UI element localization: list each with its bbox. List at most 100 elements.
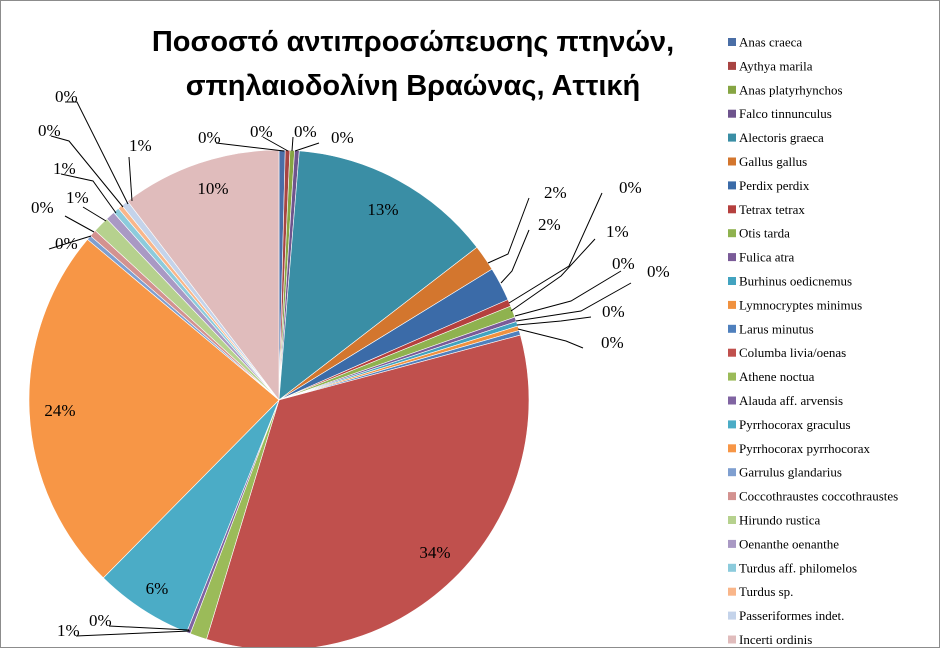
- leader-lines: [48, 101, 632, 637]
- legend-label: Columba livia/oenas: [739, 345, 846, 360]
- slice-data-label: 1%: [606, 222, 629, 241]
- leader-line: [515, 282, 632, 322]
- legend-swatch: [728, 635, 736, 644]
- leader-line: [215, 142, 285, 152]
- legend-label: Garrulus glandarius: [739, 465, 842, 480]
- legend-swatch: [728, 587, 736, 596]
- leader-line: [294, 142, 320, 152]
- leader-line: [108, 625, 190, 631]
- pie-slice: [278, 150, 478, 401]
- pie-slice: [28, 238, 280, 579]
- leader-line: [75, 630, 191, 637]
- legend-label: Alauda aff. arvensis: [739, 393, 843, 408]
- pie-slice: [127, 149, 280, 401]
- leader-line: [82, 206, 107, 222]
- legend-label: Burhinus oedicnemus: [739, 274, 852, 289]
- legend-swatch: [728, 516, 736, 524]
- legend-swatch: [728, 277, 736, 285]
- legend-label: Pyrrhocorax pyrrhocorax: [739, 441, 871, 456]
- legend-swatch: [728, 324, 736, 333]
- legend-swatch: [728, 300, 736, 309]
- legend-label: Oenanthe oenanthe: [739, 536, 839, 551]
- legend-swatch: [728, 38, 736, 46]
- leader-line: [64, 215, 95, 233]
- leader-line: [291, 136, 294, 152]
- leader-line: [510, 238, 596, 312]
- legend-swatch: [728, 181, 736, 190]
- slice-data-label: 24%: [44, 401, 75, 420]
- slice-data-label: 0%: [602, 302, 625, 321]
- slice-data-label: 34%: [419, 543, 450, 562]
- legend-label: Lymnocryptes minimus: [739, 297, 862, 312]
- legend-label: Alectoris graeca: [739, 130, 824, 145]
- slice-data-label: 2%: [538, 215, 561, 234]
- slice-data-label: 0%: [31, 198, 54, 217]
- slice-data-label: 1%: [66, 188, 89, 207]
- leader-line: [517, 328, 584, 349]
- legend-label: Perdix perdix: [739, 178, 810, 193]
- legend-label: Pyrrhocorax graculus: [739, 417, 851, 432]
- slice-data-label: 0%: [55, 234, 78, 253]
- legend-swatch: [728, 109, 736, 118]
- legend-swatch: [728, 85, 736, 94]
- leader-line: [50, 135, 124, 208]
- slice-data-label: 0%: [612, 254, 635, 273]
- slice-data-label: 1%: [129, 136, 152, 155]
- legend-label: Falco tinnunculus: [739, 106, 832, 121]
- legend-label: Otis tarda: [739, 226, 790, 241]
- leader-line: [128, 156, 133, 202]
- legend-label: Tetrax tetrax: [739, 202, 805, 217]
- leader-line: [500, 229, 530, 284]
- legend-swatch: [728, 133, 736, 142]
- slice-data-label: 1%: [53, 159, 76, 178]
- legend-label: Turdus aff. philomelos: [739, 560, 857, 575]
- legend-label: Passeriformes indet.: [739, 608, 844, 623]
- legend-swatch: [728, 348, 736, 357]
- leader-line: [514, 270, 622, 317]
- legend-swatch: [728, 157, 736, 166]
- chart-title-line-2: σπηλαιοδολίνη Βραώνας, Αττική: [186, 70, 641, 102]
- legend-label: Fulica atra: [739, 250, 794, 265]
- legend-swatch: [728, 205, 736, 214]
- leader-line: [65, 101, 129, 205]
- slice-data-label: 0%: [55, 87, 78, 106]
- slice-data-label: 10%: [197, 179, 228, 198]
- slice-labels: 0% 0% 0% 0%13%2%2%0%1%0% 0%0%0%34%1%0%6%24%0…: [31, 87, 670, 640]
- leader-line: [60, 173, 117, 214]
- pie-slices: [28, 149, 530, 647]
- slice-data-label: 0%: [647, 262, 670, 281]
- slice-data-label: 13%: [367, 200, 398, 219]
- legend-swatch: [728, 420, 736, 429]
- legend-swatch: [728, 253, 736, 262]
- legend-swatch: [728, 468, 736, 477]
- legend-swatch: [728, 539, 736, 548]
- legend-label: Gallus gallus: [739, 154, 807, 169]
- leader-line: [487, 197, 530, 264]
- legend-label: Turdus sp.: [739, 584, 793, 599]
- slice-data-label: 0%: [89, 611, 112, 630]
- legend-swatch: [728, 61, 736, 70]
- slice-data-label: 0%: [331, 128, 354, 147]
- legend-swatch: [728, 492, 736, 501]
- slice-data-label: 0%: [601, 333, 624, 352]
- leader-line: [508, 192, 603, 304]
- legend-label: Anas craeca: [739, 35, 802, 50]
- legend-swatch: [728, 611, 736, 620]
- leader-line: [262, 136, 289, 152]
- leader-line: [516, 316, 592, 326]
- legend-label: Larus minutus: [739, 321, 814, 336]
- slice-data-label: 0%: [198, 128, 221, 147]
- slice-data-label: 2%: [544, 183, 567, 202]
- leader-line: [48, 235, 92, 250]
- legend-label: Aythya marila: [739, 58, 813, 73]
- legend-label: Hirundo rustica: [739, 513, 820, 528]
- legend-swatch: [728, 396, 736, 405]
- slice-data-label: 0%: [619, 178, 642, 197]
- pie-slice: [206, 334, 530, 647]
- legend-label: Athene noctua: [739, 369, 815, 384]
- slice-data-label: 0%: [294, 122, 317, 141]
- slice-data-label: 1%: [57, 621, 80, 640]
- legend-label: Coccothraustes coccothraustes: [739, 489, 898, 504]
